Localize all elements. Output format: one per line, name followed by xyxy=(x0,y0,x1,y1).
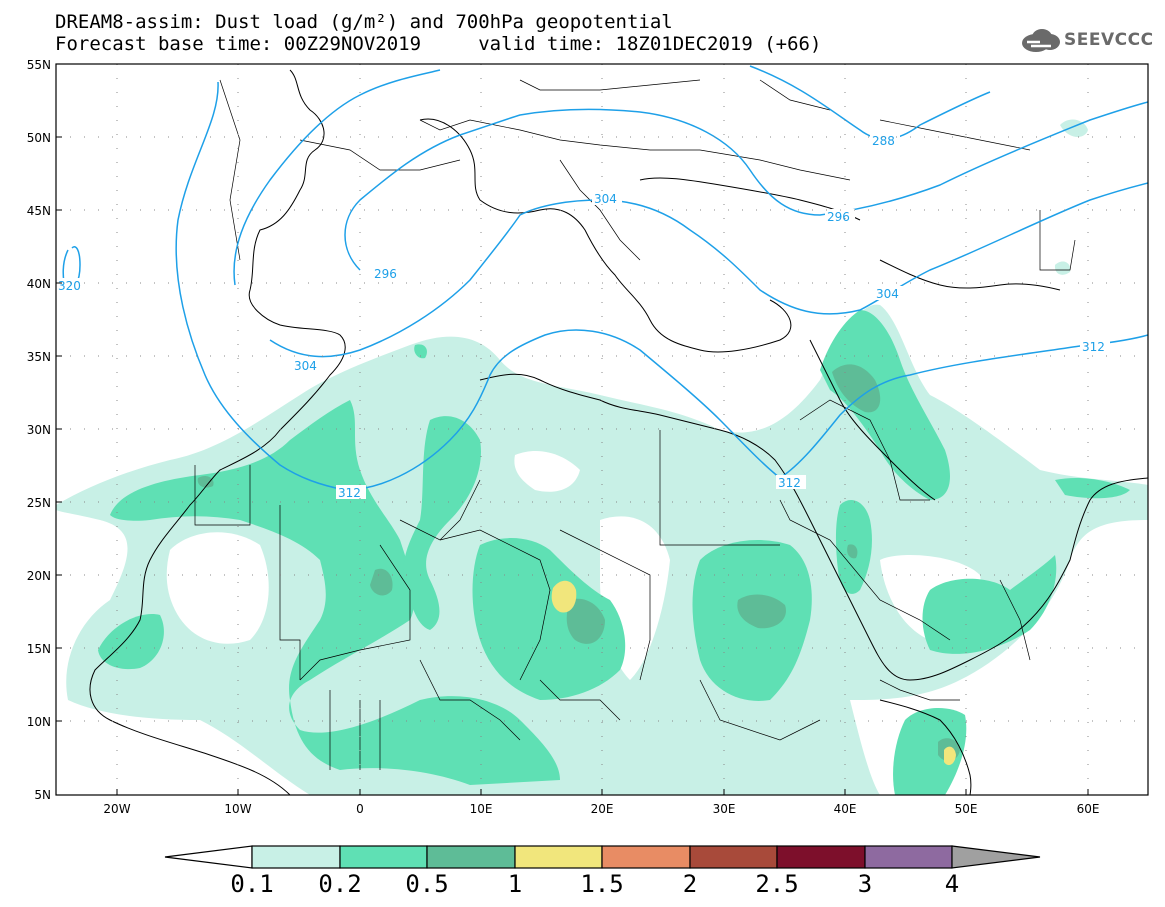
lon-label: 10W xyxy=(224,802,251,816)
latitude-labels: 55N 50N 45N 40N 35N 30N 25N 20N 15N 10N … xyxy=(27,58,51,802)
colorbar-bin xyxy=(689,845,778,869)
lat-label: 10N xyxy=(27,715,51,729)
lat-label: 55N xyxy=(27,58,51,72)
graticule xyxy=(56,64,1148,795)
contour-label: 296 xyxy=(827,210,850,224)
colorbar-bin xyxy=(426,845,516,869)
lon-label: 30E xyxy=(713,802,736,816)
colorbar-bin xyxy=(776,845,866,869)
contour-labels: 320 296 304 304 312 288 296 304 312 312 xyxy=(56,133,1110,500)
dust-shading-dark xyxy=(197,364,960,762)
lat-label: 50N xyxy=(27,131,51,145)
colorbar-bin xyxy=(514,845,603,869)
lat-label: 25N xyxy=(27,496,51,510)
lon-label: 40E xyxy=(834,802,857,816)
colorbar-over-arrow xyxy=(951,845,1041,869)
lon-label: 20W xyxy=(103,802,130,816)
longitude-labels: 20W 10W 0 10E 20E 30E 40E 50E 60E xyxy=(103,802,1099,816)
lat-label: 30N xyxy=(27,423,51,437)
lat-label: 40N xyxy=(27,277,51,291)
map-title: DREAM8-assim: Dust load (g/m²) and 700hP… xyxy=(55,11,673,33)
contour-label: 296 xyxy=(374,267,397,281)
colorbar-label: 2 xyxy=(682,870,698,898)
lon-label: 60E xyxy=(1077,802,1100,816)
colorbar-label: 1.5 xyxy=(580,870,624,898)
colorbar-label: 3 xyxy=(857,870,873,898)
colorbar-bin xyxy=(251,845,341,869)
lat-label: 35N xyxy=(27,350,51,364)
lon-label: 10E xyxy=(470,802,493,816)
colorbar-label: 4 xyxy=(944,870,960,898)
contour-label: 304 xyxy=(876,287,899,301)
dust-shading-light xyxy=(56,119,1148,795)
colorbar xyxy=(164,845,1041,869)
contour-label: 304 xyxy=(594,192,617,206)
colorbar-label: 1 xyxy=(507,870,523,898)
lon-label: 50E xyxy=(955,802,978,816)
contour-label: 320 xyxy=(58,279,81,293)
lat-label: 15N xyxy=(27,642,51,656)
lat-label: 45N xyxy=(27,204,51,218)
colorbar-bin xyxy=(601,845,691,869)
colorbar-label: 0.2 xyxy=(318,870,362,898)
colorbar-label: 2.5 xyxy=(755,870,799,898)
coastlines xyxy=(89,69,1148,795)
contour-label: 288 xyxy=(872,134,895,148)
borders xyxy=(194,79,1076,770)
colorbar-bin xyxy=(864,845,953,869)
lon-label: 0 xyxy=(356,802,364,816)
colorbar-bin xyxy=(339,845,428,869)
contour-label: 312 xyxy=(338,486,361,500)
dust-shading-medium xyxy=(98,310,1130,795)
forecast-time-info: Forecast base time: 00Z29NOV2019 valid t… xyxy=(55,33,822,55)
colorbar-label: 0.5 xyxy=(405,870,449,898)
axis-ticks xyxy=(56,63,1089,795)
cloud-icon xyxy=(1022,29,1060,52)
lat-label: 5N xyxy=(34,788,51,802)
lat-label: 20N xyxy=(27,569,51,583)
colorbar-label: 0.1 xyxy=(230,870,274,898)
dust-shading-peak xyxy=(551,580,956,766)
logo-text: SEEVCCC xyxy=(1064,30,1154,50)
contour-label: 304 xyxy=(294,359,317,373)
lon-label: 20E xyxy=(591,802,614,816)
colorbar-under-arrow xyxy=(164,845,253,869)
contour-label: 312 xyxy=(1082,340,1105,354)
contour-label: 312 xyxy=(778,476,801,490)
